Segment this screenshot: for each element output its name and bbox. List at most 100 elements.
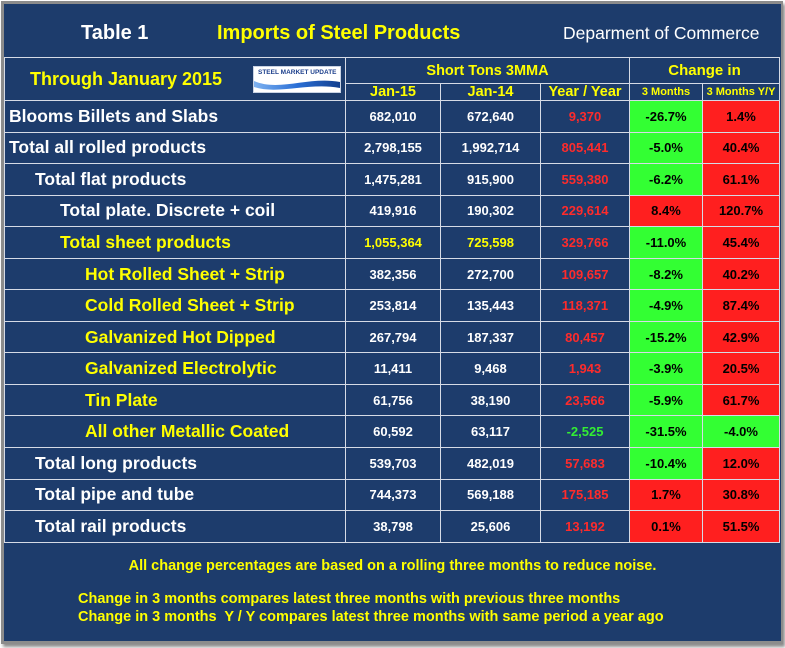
jan-14-value: 9,468 — [441, 353, 541, 385]
jan-15-value: 1,475,281 — [346, 164, 441, 196]
column-header-3-months: 3 Months — [630, 84, 703, 101]
jan-15-value: 539,703 — [346, 448, 441, 480]
jan-15-value: 682,010 — [346, 101, 441, 133]
change-3-months-yy-value: 30.8% — [703, 479, 780, 512]
row-total-plate: Total plate. Discrete + coil 419,916 190… — [5, 195, 780, 228]
year-over-year-value: 9,370 — [541, 101, 630, 133]
row-label: Total long products — [5, 448, 346, 480]
logo-text: STEEL MARKET UPDATE — [258, 69, 337, 77]
logo-swoosh-icon — [254, 80, 340, 90]
year-over-year-value: 559,380 — [541, 164, 630, 196]
jan-15-value: 2,798,155 — [346, 132, 441, 165]
year-over-year-value: 329,766 — [541, 227, 630, 259]
row-total-sheet-products: Total sheet products 1,055,364 725,598 3… — [5, 227, 780, 259]
row-label: Total sheet products — [5, 227, 346, 259]
jan-14-value: 190,302 — [441, 195, 541, 228]
row-all-other-metallic-coated: All other Metallic Coated 60,592 63,117 … — [5, 416, 780, 449]
row-label: Galvanized Hot Dipped — [5, 321, 346, 354]
change-3-months-value: -5.0% — [630, 132, 703, 165]
change-3-months-value: -11.0% — [630, 227, 703, 259]
change-3-months-yy-value: 40.4% — [703, 132, 780, 165]
steel-market-update-logo: STEEL MARKET UPDATE — [253, 66, 341, 93]
change-3-months-yy-value: 45.4% — [703, 227, 780, 259]
year-over-year-value: 118,371 — [541, 290, 630, 322]
row-label: Total rail products — [5, 511, 346, 543]
change-3-months-yy-value: 87.4% — [703, 290, 780, 322]
year-over-year-value: -2,525 — [541, 416, 630, 449]
jan-15-value: 419,916 — [346, 195, 441, 228]
jan-15-value: 744,373 — [346, 479, 441, 512]
column-header-3-months-yy: 3 Months Y/Y — [703, 84, 780, 101]
change-3-months-value: -10.4% — [630, 448, 703, 480]
jan-14-value: 272,700 — [441, 258, 541, 291]
year-over-year-value: 805,441 — [541, 132, 630, 165]
year-over-year-value: 109,657 — [541, 258, 630, 291]
jan-15-value: 382,356 — [346, 258, 441, 291]
jan-14-value: 38,190 — [441, 384, 541, 417]
jan-14-value: 1,992,714 — [441, 132, 541, 165]
jan-15-value: 60,592 — [346, 416, 441, 449]
year-over-year-value: 23,566 — [541, 384, 630, 417]
column-header-year-over-year: Year / Year — [541, 84, 630, 101]
jan-15-value: 267,794 — [346, 321, 441, 354]
jan-15-value: 1,055,364 — [346, 227, 441, 259]
change-3-months-value: -4.9% — [630, 290, 703, 322]
row-label: Tin Plate — [5, 384, 346, 417]
year-over-year-value: 57,683 — [541, 448, 630, 480]
change-3-months-yy-value: 40.2% — [703, 258, 780, 291]
row-total-long-products: Total long products 539,703 482,019 57,6… — [5, 448, 780, 480]
jan-14-value: 672,640 — [441, 101, 541, 133]
change-3-months-yy-value: 20.5% — [703, 353, 780, 385]
change-3-months-yy-value: 120.7% — [703, 195, 780, 228]
year-over-year-value: 175,185 — [541, 479, 630, 512]
row-label: All other Metallic Coated — [5, 416, 346, 449]
table-panel: Table 1 Imports of Steel Products Deparm… — [4, 4, 781, 641]
row-label: Galvanized Electrolytic — [5, 353, 346, 385]
change-3-months-yy-value: 42.9% — [703, 321, 780, 354]
change-3-months-value: -8.2% — [630, 258, 703, 291]
jan-15-value: 61,756 — [346, 384, 441, 417]
row-hot-rolled-sheet-strip: Hot Rolled Sheet + Strip 382,356 272,700… — [5, 258, 780, 291]
row-label: Hot Rolled Sheet + Strip — [5, 258, 346, 291]
change-3-months-yy-value: 12.0% — [703, 448, 780, 480]
change-3-months-value: 1.7% — [630, 479, 703, 512]
period-label: Through January 2015 — [30, 68, 223, 89]
jan-14-value: 25,606 — [441, 511, 541, 543]
change-3-months-value: -6.2% — [630, 164, 703, 196]
row-label: Total pipe and tube — [5, 479, 346, 512]
row-total-pipe-and-tube: Total pipe and tube 744,373 569,188 175,… — [5, 479, 780, 512]
row-galvanized-hot-dipped: Galvanized Hot Dipped 267,794 187,337 80… — [5, 321, 780, 354]
row-label: Blooms Billets and Slabs — [5, 101, 346, 133]
row-tin-plate: Tin Plate 61,756 38,190 23,566 -5.9% 61.… — [5, 384, 780, 417]
row-galvanized-electrolytic: Galvanized Electrolytic 11,411 9,468 1,9… — [5, 353, 780, 385]
table-number: Table 1 — [81, 22, 149, 44]
change-3-months-value: -15.2% — [630, 321, 703, 354]
change-3-months-value: -31.5% — [630, 416, 703, 449]
change-3-months-yy-value: 61.7% — [703, 384, 780, 417]
group-header-change: Change in — [630, 58, 780, 84]
change-3-months-yy-value: -4.0% — [703, 416, 780, 449]
year-over-year-value: 229,614 — [541, 195, 630, 228]
row-total-rail-products: Total rail products 38,798 25,606 13,192… — [5, 511, 780, 543]
jan-14-value: 725,598 — [441, 227, 541, 259]
row-total-all-rolled-products: Total all rolled products 2,798,155 1,99… — [5, 132, 780, 165]
row-blooms-billets-and-slabs: Blooms Billets and Slabs 682,010 672,640… — [5, 101, 780, 133]
logo-word-rest: MARKET UPDATE — [280, 69, 337, 76]
row-cold-rolled-sheet-strip: Cold Rolled Sheet + Strip 253,814 135,44… — [5, 290, 780, 322]
jan-15-value: 38,798 — [346, 511, 441, 543]
row-label: Total all rolled products — [5, 132, 346, 165]
jan-14-value: 915,900 — [441, 164, 541, 196]
jan-15-value: 11,411 — [346, 353, 441, 385]
row-label: Cold Rolled Sheet + Strip — [5, 290, 346, 322]
change-3-months-yy-value: 51.5% — [703, 511, 780, 543]
period-header: Through January 2015 STEEL MARKET UPDATE — [5, 58, 346, 101]
column-header-jan-15: Jan-15 — [346, 84, 441, 101]
data-source: Deparment of Commerce — [563, 23, 760, 43]
change-3-months-value: -5.9% — [630, 384, 703, 417]
note-3-months-yy: Change in 3 months Y / Y compares latest… — [78, 609, 664, 625]
jan-15-value: 253,814 — [346, 290, 441, 322]
note-3-months: Change in 3 months compares latest three… — [78, 591, 621, 607]
year-over-year-value: 1,943 — [541, 353, 630, 385]
change-3-months-value: 0.1% — [630, 511, 703, 543]
